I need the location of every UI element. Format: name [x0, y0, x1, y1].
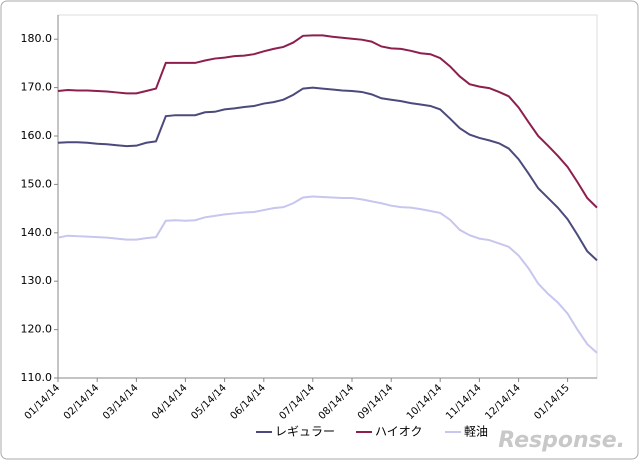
- y-tick-label: 110.0: [21, 371, 53, 384]
- y-tick-label: 170.0: [21, 81, 53, 94]
- legend-label: レギュラー: [275, 425, 335, 439]
- series-line: [57, 86, 598, 262]
- y-tick-label: 150.0: [21, 177, 53, 190]
- watermark: Response.: [498, 428, 625, 453]
- series-line: [57, 195, 598, 354]
- y-tick-label: 130.0: [21, 274, 53, 287]
- series-line: [57, 34, 598, 209]
- y-tick-label: 120.0: [21, 323, 53, 336]
- legend-label: ハイオク: [375, 425, 423, 439]
- y-tick-label: 140.0: [21, 226, 53, 239]
- y-tick-label: 180.0: [21, 32, 53, 45]
- legend-label: 軽油: [464, 425, 488, 439]
- y-tick-label: 160.0: [21, 129, 53, 142]
